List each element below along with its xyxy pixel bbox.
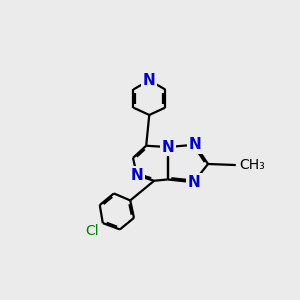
Text: N: N	[143, 73, 156, 88]
Text: N: N	[189, 137, 202, 152]
Text: N: N	[161, 140, 174, 154]
Text: N: N	[130, 168, 143, 183]
Text: N: N	[187, 175, 200, 190]
Text: Cl: Cl	[86, 224, 99, 239]
Text: CH₃: CH₃	[239, 158, 265, 172]
